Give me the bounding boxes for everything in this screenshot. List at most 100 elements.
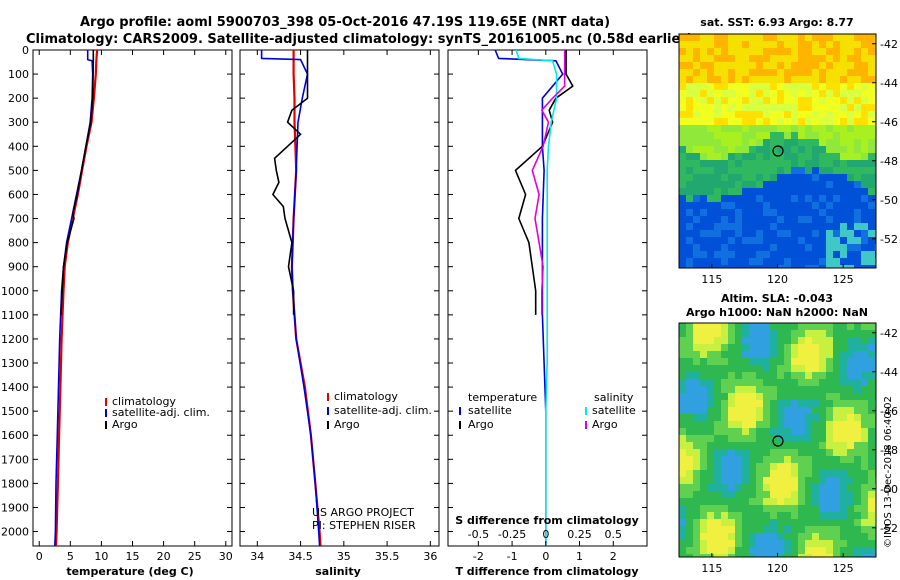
map-cell: [847, 442, 854, 449]
map-cell: [763, 146, 770, 153]
map-cell: [805, 139, 812, 146]
map-cell: [791, 223, 798, 230]
map-cell: [868, 414, 875, 421]
map-cell: [812, 139, 819, 146]
map-cell: [707, 540, 714, 547]
map-cell: [805, 69, 812, 76]
map-cell: [805, 505, 812, 512]
map-cell: [861, 337, 868, 344]
map-cell: [742, 55, 749, 62]
map-cell: [833, 519, 840, 526]
map-cell: [784, 351, 791, 358]
map-cell: [770, 505, 777, 512]
map-cell: [742, 477, 749, 484]
map-cell: [798, 209, 805, 216]
map-cell: [833, 428, 840, 435]
depth-tick-label: 1300: [1, 357, 29, 370]
map-cell: [770, 69, 777, 76]
map-cell: [693, 400, 700, 407]
title-line-2: Climatology: CARS2009. Satellite-adjuste…: [26, 32, 693, 47]
map-cell: [791, 174, 798, 181]
map-cell: [756, 512, 763, 519]
lat-tick-label: -42: [880, 327, 898, 340]
map-cell: [826, 146, 833, 153]
map-cell: [686, 48, 693, 55]
map-cell: [861, 330, 868, 337]
map-cell: [693, 337, 700, 344]
map-cell: [868, 48, 875, 55]
map-cell: [868, 477, 875, 484]
map-cell: [784, 337, 791, 344]
map-cell: [812, 195, 819, 202]
map-cell: [826, 491, 833, 498]
map-cell: [721, 435, 728, 442]
map-cell: [840, 69, 847, 76]
map-cell: [735, 554, 742, 557]
map-cell: [847, 258, 854, 265]
map-cell: [777, 125, 784, 132]
map-cell: [833, 76, 840, 83]
map-cell: [868, 386, 875, 393]
map-cell: [826, 251, 833, 258]
map-cell: [679, 554, 686, 557]
map-cell: [707, 344, 714, 351]
map-cell: [812, 209, 819, 216]
map-cell: [714, 216, 721, 223]
map-cell: [826, 62, 833, 69]
map-cell: [784, 125, 791, 132]
map-cell: [812, 34, 819, 41]
map-cell: [812, 223, 819, 230]
map-cell: [735, 111, 742, 118]
legend-t-argo-label: Argo: [468, 418, 494, 431]
map-cell: [686, 174, 693, 181]
map-cell: [749, 167, 756, 174]
map-cell: [770, 167, 777, 174]
map-cell: [735, 435, 742, 442]
map-cell: [770, 449, 777, 456]
map-cell: [840, 372, 847, 379]
map-cell: [770, 181, 777, 188]
legend-argo-label: Argo: [334, 418, 360, 431]
map-cell: [784, 407, 791, 414]
map-cell: [714, 456, 721, 463]
map-cell: [693, 512, 700, 519]
depth-tick-label: 400: [8, 140, 29, 153]
map-cell: [826, 48, 833, 55]
map-cell: [742, 34, 749, 41]
map-cell: [784, 428, 791, 435]
map-cell: [742, 139, 749, 146]
map-cell: [854, 435, 861, 442]
map-cell: [819, 519, 826, 526]
map-cell: [812, 41, 819, 48]
map-cell: [700, 519, 707, 526]
map-cell: [679, 351, 686, 358]
map-cell: [826, 34, 833, 41]
map-cell: [819, 435, 826, 442]
map-cell: [707, 505, 714, 512]
map-cell: [847, 407, 854, 414]
map-cell: [840, 526, 847, 533]
map-cell: [679, 83, 686, 90]
map-cell: [679, 216, 686, 223]
map-cell: [714, 400, 721, 407]
map-cell: [721, 146, 728, 153]
map-cell: [770, 365, 777, 372]
map-cell: [707, 34, 714, 41]
map-cell: [742, 125, 749, 132]
map-cell: [721, 449, 728, 456]
map-cell: [819, 209, 826, 216]
map-cell: [770, 90, 777, 97]
map-cell: [819, 351, 826, 358]
salinity-panel: 34 34.5 35 35.5 36 salinity climatology sate…: [239, 49, 440, 578]
map-cell: [798, 202, 805, 209]
map-cell: [700, 442, 707, 449]
map-cell: [861, 484, 868, 491]
map-cell: [826, 554, 833, 557]
map-cell: [714, 421, 721, 428]
map-cell: [868, 216, 875, 223]
map-cell: [854, 34, 861, 41]
s-difference-ticks: -0.5 -0.25 0 0.25 0.5: [468, 528, 622, 541]
map-cell: [721, 505, 728, 512]
map-cell: [805, 188, 812, 195]
map-cell: [700, 533, 707, 540]
